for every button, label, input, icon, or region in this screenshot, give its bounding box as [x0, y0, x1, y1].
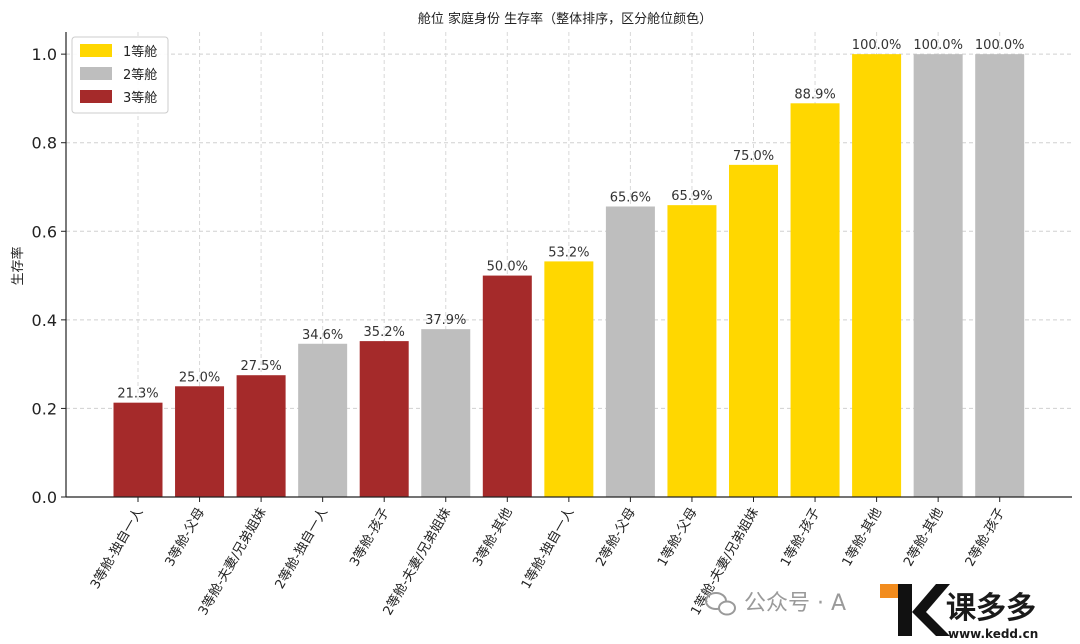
bar-value-label: 100.0% [852, 38, 902, 53]
x-tick-label: 2等舱-孩子 [962, 505, 1008, 569]
bar [298, 343, 348, 497]
watermark: 公众号 · A 课多多 www.kedd.cn [705, 584, 1038, 641]
chart-title: 舱位 家庭身份 生存率（整体排序，区分舱位颜色） [418, 11, 712, 27]
y-tick-label: 1.0 [32, 45, 57, 64]
bar-value-label: 35.2% [364, 325, 405, 340]
legend-swatch [80, 44, 112, 57]
x-tick-label: 3等舱-其他 [469, 505, 515, 569]
bar [482, 275, 532, 497]
y-tick-label: 0.6 [32, 222, 57, 241]
brand-logo-icon [880, 584, 950, 636]
x-tick-label: 3等舱-夫妻/兄弟姐妹 [195, 505, 270, 618]
x-tick-label: 2等舱-独自一人 [272, 505, 331, 592]
bar-value-label: 65.6% [610, 190, 651, 205]
x-tick-label: 2等舱-父母 [593, 505, 639, 569]
y-tick-label: 0.8 [32, 134, 57, 153]
bar [421, 329, 471, 497]
x-tick-label: 3等舱-独自一人 [87, 505, 146, 592]
brand-url: www.kedd.cn [948, 627, 1038, 641]
bar [975, 54, 1025, 498]
legend: 1等舱 2等舱 3等舱 [71, 36, 169, 114]
bar-value-label: 75.0% [733, 149, 774, 164]
legend-label: 2等舱 [123, 67, 157, 83]
wechat-icon [705, 592, 736, 616]
bar-value-label: 65.9% [671, 189, 712, 204]
bar-value-label: 50.0% [487, 260, 528, 275]
bar-value-label: 100.0% [913, 38, 963, 53]
x-tick-label: 1等舱-父母 [654, 505, 700, 569]
brand-name: 课多多 [946, 591, 1036, 626]
bar [544, 261, 594, 497]
bar [113, 402, 163, 497]
x-tick-label: 1等舱-孩子 [777, 505, 823, 569]
bar-value-label: 27.5% [240, 359, 281, 374]
legend-swatch [80, 90, 112, 103]
y-axis-label: 生存率 [10, 246, 26, 285]
x-tick-label: 1等舱-独自一人 [518, 505, 577, 592]
bar [605, 206, 655, 497]
x-tick-label: 1等舱-其他 [839, 505, 885, 569]
bars: 21.3% 25.0% 27.5% 34.6% 35.2% 37.9% 50.0% 53.2%… [113, 38, 1025, 498]
bar [236, 375, 286, 497]
bar [729, 164, 778, 497]
y-tick-label: 0.0 [32, 488, 57, 507]
bar [913, 54, 963, 498]
legend-swatch [80, 67, 112, 80]
x-tick-label: 3等舱-孩子 [346, 505, 392, 569]
bar [359, 341, 409, 497]
bar [175, 386, 225, 497]
legend-label: 1等舱 [123, 44, 157, 60]
bar-value-label: 100.0% [975, 38, 1025, 53]
x-tick-label: 3等舱-父母 [162, 505, 208, 569]
y-tick-label: 0.4 [32, 311, 57, 330]
bar-value-label: 37.9% [425, 313, 466, 328]
bar [852, 54, 902, 498]
x-tick-label: 2等舱-夫妻/兄弟姐妹 [380, 505, 455, 618]
bar [790, 103, 840, 498]
watermark-text: 公众号 · A [744, 591, 846, 616]
bar-value-label: 34.6% [302, 328, 343, 343]
bar-value-label: 25.0% [179, 370, 220, 385]
bar-value-label: 53.2% [548, 245, 589, 260]
x-tick-label: 2等舱-其他 [900, 505, 946, 569]
bar [667, 205, 717, 497]
legend-label: 3等舱 [123, 90, 157, 106]
bar-value-label: 21.3% [117, 387, 158, 402]
y-tick-label: 0.2 [32, 399, 57, 418]
bar-value-label: 88.9% [794, 87, 835, 102]
